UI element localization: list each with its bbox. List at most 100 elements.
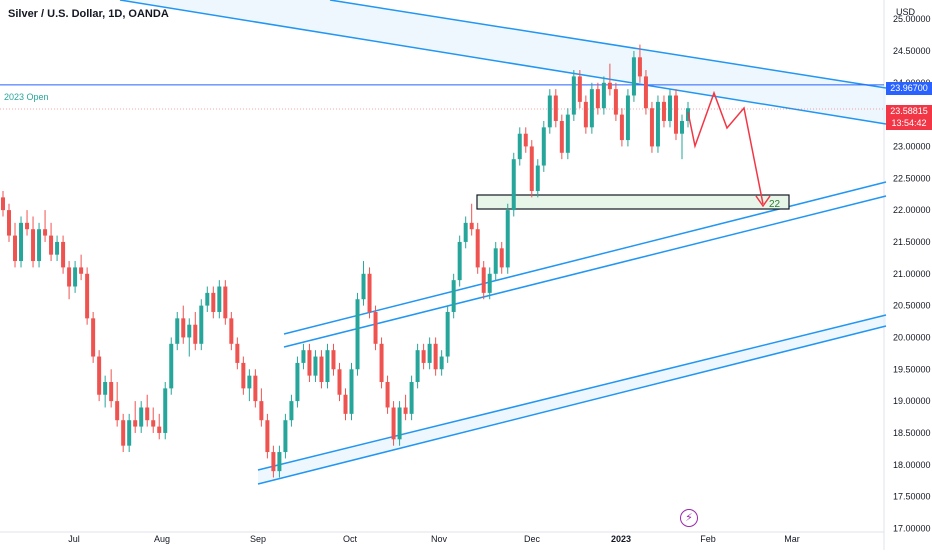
candle-body <box>91 318 96 357</box>
candle-body <box>103 382 108 395</box>
candle-body <box>451 280 456 312</box>
lower-channel-lower-line <box>257 325 887 485</box>
candle-body <box>487 273 492 293</box>
currency-label: USD <box>896 7 916 17</box>
candle-body <box>13 235 18 262</box>
candle-body <box>31 229 36 262</box>
target-label: 22 <box>769 199 781 210</box>
candle-body <box>373 311 378 344</box>
y-tick-label: 21.00000 <box>893 269 931 279</box>
x-tick-label: 2023 <box>611 534 631 544</box>
upper-channel-lower-line <box>119 0 887 125</box>
candle-body <box>331 350 336 370</box>
y-tick-label: 20.50000 <box>893 301 931 311</box>
x-tick-label: Dec <box>524 534 541 544</box>
candle-body <box>193 324 198 344</box>
candle-body <box>367 273 372 312</box>
candle-body <box>595 89 600 109</box>
last-price-tag: 23.58815 <box>886 105 932 118</box>
y-tick-label: 23.00000 <box>893 141 931 151</box>
x-tick-label: Nov <box>431 534 448 544</box>
candle-body <box>475 229 480 268</box>
candle-body <box>145 407 150 421</box>
open-price-tag: 23.96700 <box>886 82 932 95</box>
candle-body <box>199 305 204 344</box>
y-tick-label: 22.50000 <box>893 173 931 183</box>
upper-channel-upper-line <box>329 0 887 89</box>
candle-body <box>259 401 264 421</box>
candle-body <box>643 76 648 109</box>
candle-body <box>463 222 468 242</box>
candle-body <box>271 452 276 472</box>
candle-body <box>517 133 522 160</box>
candle-body <box>445 311 450 357</box>
candle-body <box>337 369 342 395</box>
candle-body <box>37 229 42 262</box>
candle-body <box>529 146 534 192</box>
lightning-icon[interactable]: ⚡ <box>680 509 698 527</box>
candle-body <box>553 95 558 121</box>
lower-channel-band <box>258 315 886 484</box>
candle-body <box>385 382 390 408</box>
candle-body <box>43 229 48 236</box>
candle-body <box>97 356 102 395</box>
y-tick-label: 19.00000 <box>893 396 931 406</box>
x-tick-label: Mar <box>784 534 800 544</box>
projection-path <box>687 90 764 205</box>
candle-body <box>655 101 660 147</box>
y-tick-label: 25.00000 <box>893 14 931 24</box>
candle-body <box>607 82 612 90</box>
candle-body <box>505 210 510 268</box>
y-tick-label: 20.00000 <box>893 332 931 342</box>
candle-body <box>217 286 222 312</box>
projection-arrowhead <box>755 195 771 208</box>
candle-body <box>397 407 402 440</box>
candle-body <box>229 318 234 344</box>
candle-body <box>349 369 354 414</box>
candle-body <box>151 420 156 427</box>
candle-body <box>679 120 684 134</box>
candle-body <box>295 362 300 402</box>
y-tick-label: 19.50000 <box>893 364 931 374</box>
candle-body <box>511 159 516 211</box>
candle-body <box>187 324 192 338</box>
candle-body <box>379 343 384 383</box>
candle-body <box>79 267 84 274</box>
candle-body <box>523 133 528 147</box>
candle-body <box>115 401 120 421</box>
candle-body <box>7 210 12 236</box>
candle-body <box>283 420 288 453</box>
x-tick-label: Jul <box>68 534 80 544</box>
candle-body <box>85 273 90 319</box>
y-tick-label: 17.00000 <box>893 523 931 533</box>
candle-body <box>547 95 552 128</box>
candle-body <box>313 356 318 376</box>
candle-body <box>673 95 678 134</box>
candle-body <box>235 343 240 363</box>
candle-body <box>343 394 348 414</box>
candle-body <box>565 114 570 153</box>
candle-body <box>469 222 474 230</box>
candle-body <box>133 420 138 427</box>
mid-channel-lower-line <box>283 195 887 348</box>
candle-body <box>481 267 486 293</box>
candle-body <box>409 382 414 414</box>
candle-body <box>421 350 426 363</box>
candle-body <box>439 356 444 370</box>
candle-body <box>625 95 630 141</box>
candle-body <box>571 76 576 115</box>
candle-body <box>253 375 258 402</box>
candle-body <box>631 57 636 96</box>
candle-body <box>415 350 420 383</box>
candle-body <box>139 407 144 427</box>
candle-body <box>211 292 216 312</box>
candle-body <box>361 273 366 300</box>
candle-body <box>121 420 126 446</box>
candle-body <box>559 120 564 153</box>
candle-body <box>541 127 546 166</box>
candle-body <box>289 401 294 421</box>
candle-body <box>613 89 618 115</box>
y-tick-label: 17.50000 <box>893 492 931 502</box>
candle-body <box>433 343 438 370</box>
